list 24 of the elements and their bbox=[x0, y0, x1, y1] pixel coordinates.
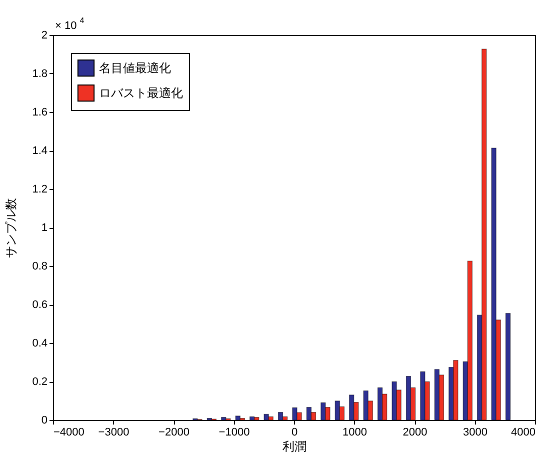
y-tick-label: 1.2 bbox=[32, 184, 48, 196]
y-tick-label: 1.6 bbox=[32, 106, 48, 118]
y-tick-label: 0 bbox=[41, 414, 48, 426]
y-tick-label: 2 bbox=[41, 30, 48, 42]
y-tick-label: 0.4 bbox=[32, 338, 48, 350]
y-tick-label: 0.6 bbox=[32, 299, 48, 311]
x-tick-label: 3000 bbox=[463, 426, 488, 438]
legend-label: 名目値最適化 bbox=[99, 61, 171, 75]
x-tick-label: 0 bbox=[291, 426, 298, 438]
y-tick-label: 0.2 bbox=[32, 376, 48, 388]
y-axis-title: サンプル数 bbox=[4, 198, 18, 258]
y-tick-label: 1.4 bbox=[32, 145, 48, 157]
x-tick-label: 2000 bbox=[402, 426, 428, 438]
x-tick-label: 4000 bbox=[511, 426, 536, 438]
y-tick-label: 1.8 bbox=[32, 68, 48, 80]
y-tick-label: 0.8 bbox=[32, 260, 48, 272]
x-tick-label: −1000 bbox=[218, 426, 250, 438]
x-tick-label: −4000 bbox=[54, 426, 84, 438]
x-tick-label: 1000 bbox=[342, 426, 367, 438]
y-tick-label: 1 bbox=[41, 222, 48, 234]
legend-label: ロバスト最適化 bbox=[99, 86, 183, 100]
x-axis-title: 利潤 bbox=[282, 440, 306, 454]
x-tick-label: −3000 bbox=[98, 426, 130, 438]
x-tick-label: −2000 bbox=[158, 426, 190, 438]
